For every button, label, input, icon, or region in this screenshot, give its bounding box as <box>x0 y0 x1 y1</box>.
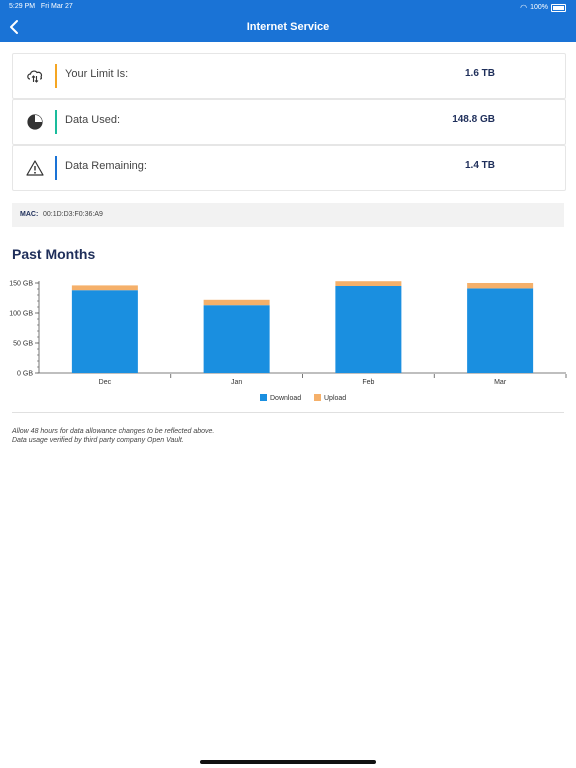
limit-value: 1.6 TB <box>464 68 495 79</box>
remaining-value: 1.4 TB <box>464 160 495 171</box>
limit-label: Your Limit Is: <box>65 68 129 80</box>
y-tick-label: 50 GB <box>13 341 33 348</box>
x-tick-label: Mar <box>494 379 507 386</box>
legend-label-upload: Upload <box>324 395 346 402</box>
used-label: Data Used: <box>65 114 121 126</box>
y-tick-label: 100 GB <box>9 311 33 318</box>
back-chevron-icon[interactable] <box>6 18 24 36</box>
pie-chart-icon <box>27 114 43 130</box>
y-tick-label: 150 GB <box>9 281 33 288</box>
remaining-card: Data Remaining: 1.4 TB <box>12 145 566 191</box>
remaining-accent-bar <box>55 156 57 180</box>
used-value: 148.8 GB <box>452 114 495 125</box>
divider <box>12 412 564 413</box>
x-tick-label: Dec <box>99 379 112 386</box>
legend-swatch-upload <box>314 394 321 401</box>
usage-bar-chart: 0 GB 50 GB 100 GB 150 GB Dec Jan Feb Mar Downloa… <box>9 281 567 402</box>
y-tick-label: 0 GB <box>17 371 33 378</box>
legend-swatch-download <box>260 394 267 401</box>
bar-upload-feb <box>335 281 402 286</box>
disclaimer-line-1: Allow 48 hours for data allowance change… <box>12 428 215 435</box>
mac-value: 00:1D:D3:F0:36:A9 <box>43 211 103 218</box>
legend-label-download: Download <box>270 395 301 402</box>
cloud-upload-download-icon <box>27 70 43 83</box>
bar-upload-mar <box>467 283 534 289</box>
section-title: Past Months <box>12 246 96 262</box>
home-indicator <box>200 760 376 764</box>
x-tick-label: Feb <box>362 379 374 386</box>
bar-download-mar <box>467 288 534 373</box>
bar-download-dec <box>71 290 138 373</box>
limit-accent-bar <box>55 64 57 88</box>
used-card: Data Used: 148.8 GB <box>12 99 566 145</box>
limit-card: Your Limit Is: 1.6 TB <box>12 53 566 99</box>
used-accent-bar <box>55 110 57 134</box>
bar-download-feb <box>335 286 402 373</box>
status-indicators: ◠ 100% <box>520 3 566 12</box>
bar-upload-jan <box>203 299 270 306</box>
battery-icon <box>551 3 566 12</box>
battery-percent: 100% <box>530 4 548 11</box>
disclaimer-line-2: Data usage verified by third party compa… <box>12 437 184 444</box>
bar-download-jan <box>203 305 270 373</box>
app-header: 5:29 PM Fri Mar 27 ◠ 100% Internet Servi… <box>0 0 576 42</box>
bar-upload-dec <box>71 285 138 291</box>
status-time: 5:29 PM Fri Mar 27 <box>9 3 73 10</box>
disclaimer-note: Allow 48 hours for data allowance change… <box>12 427 214 445</box>
mac-address-row: MAC: 00:1D:D3:F0:36:A9 <box>12 203 564 227</box>
wifi-icon: ◠ <box>520 3 528 12</box>
warning-icon <box>26 160 44 176</box>
mac-label: MAC: <box>20 211 39 218</box>
page-title: Internet Service <box>246 21 330 33</box>
x-tick-label: Jan <box>231 379 242 386</box>
remaining-label: Data Remaining: <box>65 160 147 172</box>
